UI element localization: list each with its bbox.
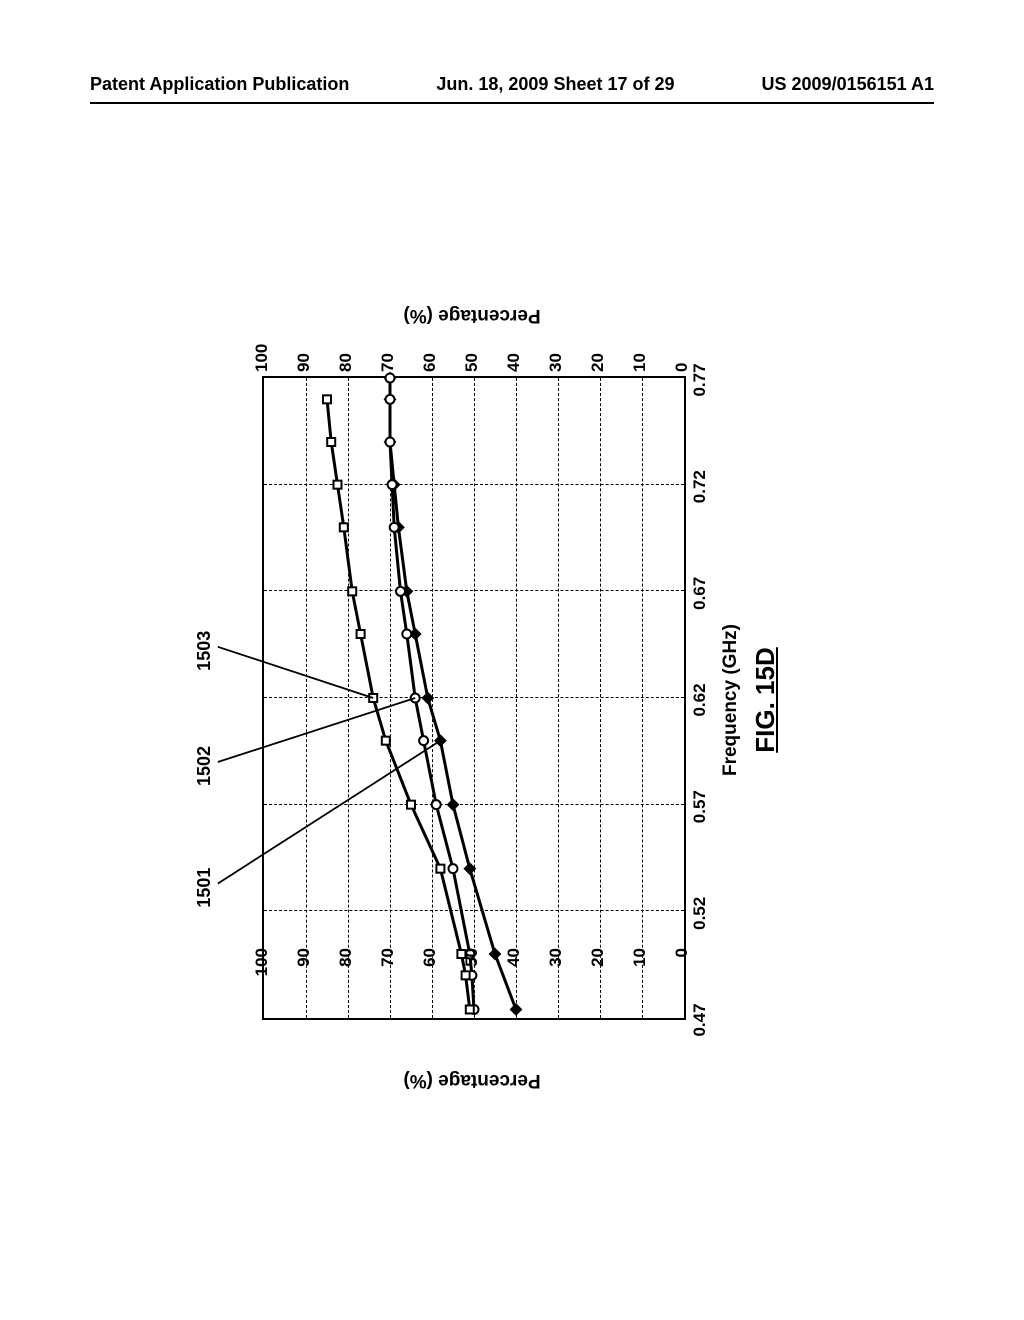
xtick: 0.67 [690, 577, 710, 610]
marker-1502 [396, 587, 405, 596]
marker-1501 [465, 864, 475, 874]
header-rule [90, 102, 934, 104]
annotation-1503: 1503 [194, 631, 215, 671]
marker-1502 [419, 736, 428, 745]
figure-rotated-wrap: 0102030405060708090100 01020304050607080… [232, 300, 792, 1100]
ytick-left: 60 [420, 948, 440, 1008]
ytick-left: 10 [630, 948, 650, 1008]
marker-1503 [382, 737, 390, 745]
marker-1502 [386, 395, 395, 404]
marker-1503 [327, 438, 335, 446]
plot-svg [264, 378, 684, 1018]
marker-1502 [432, 800, 441, 809]
xtick: 0.47 [690, 1003, 710, 1036]
marker-1503 [334, 481, 342, 489]
ytick-left: 0 [672, 948, 692, 1008]
marker-1502 [402, 630, 411, 639]
page: Patent Application Publication Jun. 18, … [0, 0, 1024, 1320]
plot-area [262, 376, 686, 1020]
marker-1502 [411, 694, 420, 703]
ytick-left: 20 [588, 948, 608, 1008]
marker-1502 [390, 523, 399, 532]
ytick-right: 100 [252, 312, 272, 372]
xtick: 0.72 [690, 470, 710, 503]
ytick-right: 70 [378, 312, 398, 372]
marker-1501 [423, 693, 433, 703]
marker-1501 [490, 949, 500, 959]
leader-1501 [218, 741, 441, 884]
page-header: Patent Application Publication Jun. 18, … [90, 74, 934, 95]
header-right: US 2009/0156151 A1 [762, 74, 934, 95]
ytick-left: 30 [546, 948, 566, 1008]
ytick-left: 50 [462, 948, 482, 1008]
marker-1503 [323, 395, 331, 403]
marker-1501 [448, 800, 458, 810]
xtick: 0.77 [690, 363, 710, 396]
ytick-right: 20 [588, 312, 608, 372]
marker-1501 [435, 736, 445, 746]
ytick-right: 30 [546, 312, 566, 372]
y-axis-title-left: Percentage (%) [403, 1069, 540, 1091]
y-axis-title-right: Percentage (%) [403, 304, 540, 326]
series-1502 [390, 378, 474, 1009]
header-center: Jun. 18, 2009 Sheet 17 of 29 [436, 74, 674, 95]
ytick-right: 80 [336, 312, 356, 372]
marker-1502 [388, 480, 397, 489]
ytick-left: 40 [504, 948, 524, 1008]
annotation-1502: 1502 [194, 746, 215, 786]
annotation-1501: 1501 [194, 868, 215, 908]
series-1503 [327, 399, 470, 1009]
marker-1502 [449, 864, 458, 873]
marker-1503 [340, 523, 348, 531]
figure-label: FIG. 15D [750, 647, 781, 752]
ytick-left: 80 [336, 948, 356, 1008]
leader-1502 [218, 698, 415, 762]
ytick-left: 100 [252, 948, 272, 1008]
ytick-left: 90 [294, 948, 314, 1008]
ytick-left: 70 [378, 948, 398, 1008]
marker-1503 [357, 630, 365, 638]
ytick-right: 0 [672, 312, 692, 372]
marker-1503 [436, 865, 444, 873]
figure: 0102030405060708090100 01020304050607080… [232, 300, 792, 1100]
header-left: Patent Application Publication [90, 74, 349, 95]
xtick: 0.57 [690, 790, 710, 823]
leader-1503 [218, 647, 373, 698]
ytick-right: 90 [294, 312, 314, 372]
ytick-right: 10 [630, 312, 650, 372]
marker-1502 [386, 374, 395, 383]
marker-1503 [407, 801, 415, 809]
marker-1502 [386, 438, 395, 447]
xtick: 0.52 [690, 897, 710, 930]
xtick: 0.62 [690, 683, 710, 716]
marker-1503 [348, 587, 356, 595]
x-axis-title: Frequency (GHz) [720, 624, 742, 776]
figure-label-text: FIG. 15D [750, 647, 780, 752]
